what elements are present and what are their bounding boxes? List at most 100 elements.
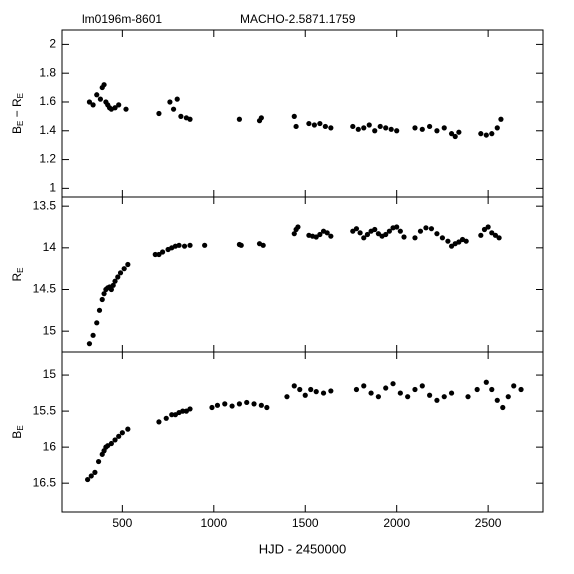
data-point [448, 131, 455, 137]
data-point [412, 125, 418, 131]
data-point [156, 110, 162, 117]
y-tick-label: 14.5 [33, 282, 57, 296]
data-point [419, 126, 425, 132]
data-point [306, 120, 312, 127]
data-point [229, 403, 235, 409]
data-point [209, 404, 215, 411]
data-point [163, 415, 169, 421]
data-point [478, 232, 484, 238]
y-axis-label: BE [10, 425, 25, 438]
data-point [311, 122, 317, 128]
data-point [518, 386, 524, 393]
data-point [328, 125, 334, 131]
data-point [95, 458, 102, 465]
data-point [452, 133, 458, 140]
data-point [258, 115, 264, 121]
data-point [412, 235, 418, 241]
data-point [368, 390, 374, 396]
data-point [313, 234, 319, 240]
data-point [317, 120, 323, 127]
data-point [284, 394, 290, 400]
x-tick-label: 1000 [200, 516, 227, 530]
data-point [101, 82, 107, 88]
data-point [361, 235, 367, 241]
y-tick-label: 15.5 [33, 403, 57, 417]
data-point [494, 125, 500, 131]
data-point [405, 394, 411, 400]
data-point [353, 386, 360, 393]
data-point [419, 383, 425, 389]
data-point [291, 383, 297, 389]
data-point [258, 402, 264, 408]
data-point [328, 388, 334, 394]
data-point [434, 231, 440, 237]
annotation: MACHO-2.5871.1759 [240, 12, 356, 26]
data-point [108, 286, 114, 293]
data-point [302, 392, 308, 398]
data-point [88, 473, 94, 479]
data-point [427, 123, 433, 130]
data-point [110, 282, 116, 288]
y-tick-label: 1.8 [39, 65, 56, 79]
data-point [119, 430, 125, 436]
data-point [116, 433, 122, 439]
data-point [511, 383, 517, 389]
data-point [90, 102, 96, 108]
data-point [465, 394, 471, 400]
data-point [117, 270, 124, 276]
data-point [375, 394, 381, 400]
data-point [456, 239, 462, 245]
data-point [355, 126, 361, 132]
data-point [434, 128, 440, 134]
data-point [498, 116, 504, 122]
data-point [178, 113, 184, 119]
data-point [112, 278, 118, 284]
y-axis-label-part: E [16, 93, 25, 98]
data-point [439, 235, 446, 241]
data-point [427, 392, 433, 398]
data-point [361, 383, 367, 389]
data-point [350, 123, 356, 130]
data-point [108, 440, 114, 447]
data-point [448, 390, 455, 396]
data-point [388, 126, 394, 132]
data-point [350, 228, 356, 234]
data-point [170, 106, 177, 112]
data-point [492, 232, 499, 238]
y-axis-label: BE − RE [10, 93, 25, 134]
x-tick-label: 2500 [475, 516, 502, 530]
data-point [505, 394, 511, 400]
y-tick-label: 16.5 [33, 475, 57, 489]
data-point [377, 123, 383, 130]
data-point [202, 242, 208, 248]
data-point [125, 426, 131, 432]
data-point [474, 386, 480, 393]
data-point [390, 381, 396, 387]
data-point [445, 238, 451, 244]
data-point [324, 230, 330, 236]
data-point [214, 402, 221, 408]
data-point [397, 228, 403, 234]
data-point [412, 386, 418, 393]
y-tick-label: 1.2 [39, 152, 56, 166]
data-point [174, 96, 180, 102]
data-point [97, 96, 104, 102]
data-point [483, 379, 489, 385]
panel-frame [61, 196, 544, 353]
data-point [317, 231, 323, 238]
data-point [428, 226, 435, 232]
data-point [496, 235, 502, 241]
data-point [112, 105, 118, 111]
data-point [394, 224, 400, 230]
data-point [357, 230, 363, 236]
y-axis-label-part: − R [10, 98, 24, 121]
data-point [169, 412, 175, 418]
data-point [99, 296, 105, 303]
data-point [152, 251, 158, 258]
data-point [291, 113, 297, 119]
data-point [236, 116, 243, 122]
data-point [94, 320, 100, 326]
data-point [180, 408, 186, 414]
data-point [386, 228, 392, 234]
data-point [320, 390, 327, 396]
